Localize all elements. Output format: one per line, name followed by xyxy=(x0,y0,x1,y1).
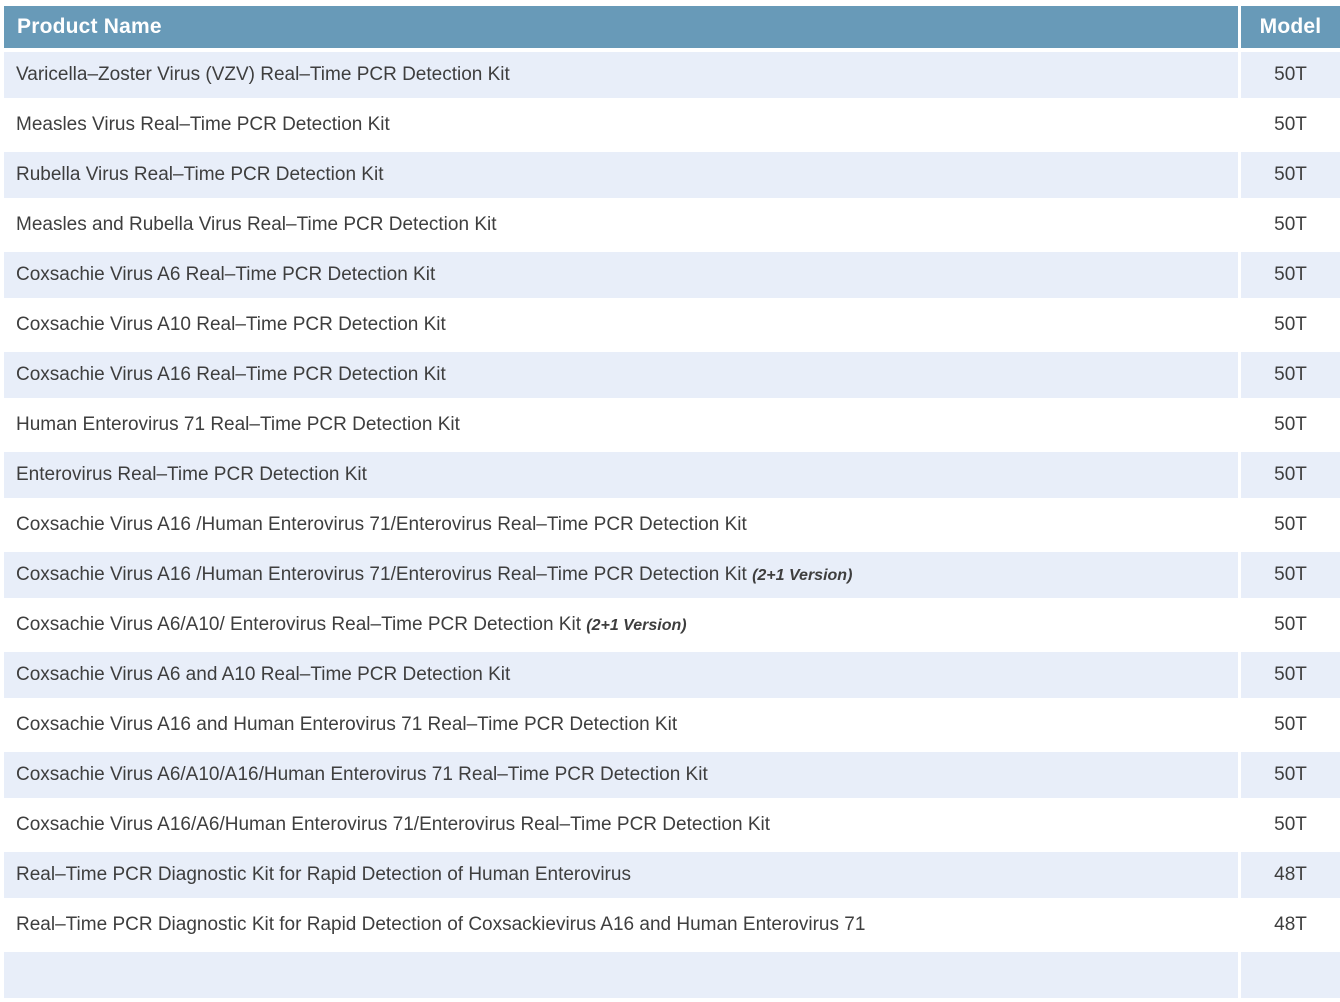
product-name-cell: Coxsachie Virus A16 and Human Enteroviru… xyxy=(4,702,1238,748)
table-head: Product Name Model xyxy=(4,6,1340,48)
table-row: Coxsachie Virus A6/A10/ Enterovirus Real… xyxy=(4,602,1340,648)
table-row: Coxsachie Virus A16 and Human Enteroviru… xyxy=(4,702,1340,748)
table-row: Coxsachie Virus A16/A6/Human Enterovirus… xyxy=(4,802,1340,848)
table-row: Coxsachie Virus A6 and A10 Real–Time PCR… xyxy=(4,652,1340,698)
product-name-cell: Coxsachie Virus A16/A6/Human Enterovirus… xyxy=(4,802,1238,848)
model-cell: 50T xyxy=(1238,702,1340,748)
table-row: Coxsachie Virus A16 /Human Enterovirus 7… xyxy=(4,552,1340,598)
table-row: Measles and Rubella Virus Real–Time PCR … xyxy=(4,202,1340,248)
column-header-model: Model xyxy=(1238,6,1340,48)
product-name-cell: Rubella Virus Real–Time PCR Detection Ki… xyxy=(4,152,1238,198)
model-cell: 50T xyxy=(1238,752,1340,798)
model-cell: 50T xyxy=(1238,552,1340,598)
product-name-cell: Coxsachie Virus A6 and A10 Real–Time PCR… xyxy=(4,652,1238,698)
table-row: Rubella Virus Real–Time PCR Detection Ki… xyxy=(4,152,1340,198)
product-name-text: Coxsachie Virus A10 Real–Time PCR Detect… xyxy=(16,314,446,335)
product-table: Product Name Model Varicella–Zoster Viru… xyxy=(4,2,1340,1002)
product-name-cell: Coxsachie Virus A6/A10/ Enterovirus Real… xyxy=(4,602,1238,648)
model-cell: 50T xyxy=(1238,452,1340,498)
model-cell: 48T xyxy=(1238,852,1340,898)
product-name-text: Coxsachie Virus A6/A10/ Enterovirus Real… xyxy=(16,614,581,635)
product-name-cell xyxy=(4,952,1238,998)
model-cell: 50T xyxy=(1238,652,1340,698)
model-cell: 50T xyxy=(1238,202,1340,248)
product-name-text: Real–Time PCR Diagnostic Kit for Rapid D… xyxy=(16,864,631,885)
model-cell: 50T xyxy=(1238,102,1340,148)
table-row: Real–Time PCR Diagnostic Kit for Rapid D… xyxy=(4,902,1340,948)
table-row: Coxsachie Virus A6/A10/A16/Human Enterov… xyxy=(4,752,1340,798)
version-note: (2+1 Version) xyxy=(586,617,687,634)
product-name-cell: Coxsachie Virus A16 Real–Time PCR Detect… xyxy=(4,352,1238,398)
product-name-cell: Measles and Rubella Virus Real–Time PCR … xyxy=(4,202,1238,248)
model-cell: 50T xyxy=(1238,352,1340,398)
product-name-text: Real–Time PCR Diagnostic Kit for Rapid D… xyxy=(16,914,866,935)
product-name-text: Measles and Rubella Virus Real–Time PCR … xyxy=(16,214,497,235)
product-name-text: Coxsachie Virus A6 Real–Time PCR Detecti… xyxy=(16,264,436,285)
table-row: Measles Virus Real–Time PCR Detection Ki… xyxy=(4,102,1340,148)
table-row: Coxsachie Virus A6 Real–Time PCR Detecti… xyxy=(4,252,1340,298)
product-name-text: Coxsachie Virus A16 Real–Time PCR Detect… xyxy=(16,364,446,385)
product-name-text: Coxsachie Virus A16 and Human Enteroviru… xyxy=(16,714,678,735)
table-row-partial xyxy=(4,952,1340,998)
model-cell: 50T xyxy=(1238,602,1340,648)
product-name-text: Coxsachie Virus A6 and A10 Real–Time PCR… xyxy=(16,664,511,685)
model-cell: 50T xyxy=(1238,402,1340,448)
table-row: Coxsachie Virus A16 Real–Time PCR Detect… xyxy=(4,352,1340,398)
table-row: Coxsachie Virus A16 /Human Enterovirus 7… xyxy=(4,502,1340,548)
product-name-text: Rubella Virus Real–Time PCR Detection Ki… xyxy=(16,164,384,185)
table-row: Human Enterovirus 71 Real–Time PCR Detec… xyxy=(4,402,1340,448)
product-name-cell: Coxsachie Virus A16 /Human Enterovirus 7… xyxy=(4,502,1238,548)
model-cell: 50T xyxy=(1238,152,1340,198)
product-name-cell: Enterovirus Real–Time PCR Detection Kit xyxy=(4,452,1238,498)
product-name-cell: Coxsachie Virus A6/A10/A16/Human Enterov… xyxy=(4,752,1238,798)
product-name-cell: Coxsachie Virus A6 Real–Time PCR Detecti… xyxy=(4,252,1238,298)
model-cell xyxy=(1238,952,1340,998)
table-row: Coxsachie Virus A10 Real–Time PCR Detect… xyxy=(4,302,1340,348)
version-note: (2+1 Version) xyxy=(752,567,853,584)
product-name-cell: Coxsachie Virus A16 /Human Enterovirus 7… xyxy=(4,552,1238,598)
product-name-cell: Measles Virus Real–Time PCR Detection Ki… xyxy=(4,102,1238,148)
product-name-text: Measles Virus Real–Time PCR Detection Ki… xyxy=(16,114,390,135)
table-header-row: Product Name Model xyxy=(4,6,1340,48)
model-cell: 50T xyxy=(1238,52,1340,98)
product-name-cell: Human Enterovirus 71 Real–Time PCR Detec… xyxy=(4,402,1238,448)
table-row: Varicella–Zoster Virus (VZV) Real–Time P… xyxy=(4,52,1340,98)
table-body: Varicella–Zoster Virus (VZV) Real–Time P… xyxy=(4,52,1340,998)
product-name-text: Coxsachie Virus A16 /Human Enterovirus 7… xyxy=(16,514,747,535)
product-name-text: Enterovirus Real–Time PCR Detection Kit xyxy=(16,464,367,485)
column-header-product-name: Product Name xyxy=(4,6,1238,48)
product-name-text: Coxsachie Virus A6/A10/A16/Human Enterov… xyxy=(16,764,708,785)
model-cell: 50T xyxy=(1238,802,1340,848)
model-cell: 50T xyxy=(1238,502,1340,548)
product-name-cell: Coxsachie Virus A10 Real–Time PCR Detect… xyxy=(4,302,1238,348)
product-name-text: Coxsachie Virus A16 /Human Enterovirus 7… xyxy=(16,564,747,585)
model-cell: 50T xyxy=(1238,252,1340,298)
product-name-cell: Real–Time PCR Diagnostic Kit for Rapid D… xyxy=(4,852,1238,898)
model-cell: 48T xyxy=(1238,902,1340,948)
table-row: Real–Time PCR Diagnostic Kit for Rapid D… xyxy=(4,852,1340,898)
product-name-cell: Varicella–Zoster Virus (VZV) Real–Time P… xyxy=(4,52,1238,98)
product-name-text: Coxsachie Virus A16/A6/Human Enterovirus… xyxy=(16,814,771,835)
model-cell: 50T xyxy=(1238,302,1340,348)
product-name-cell: Real–Time PCR Diagnostic Kit for Rapid D… xyxy=(4,902,1238,948)
table-row: Enterovirus Real–Time PCR Detection Kit 5… xyxy=(4,452,1340,498)
product-name-text: Human Enterovirus 71 Real–Time PCR Detec… xyxy=(16,414,460,435)
product-name-text: Varicella–Zoster Virus (VZV) Real–Time P… xyxy=(16,64,510,85)
